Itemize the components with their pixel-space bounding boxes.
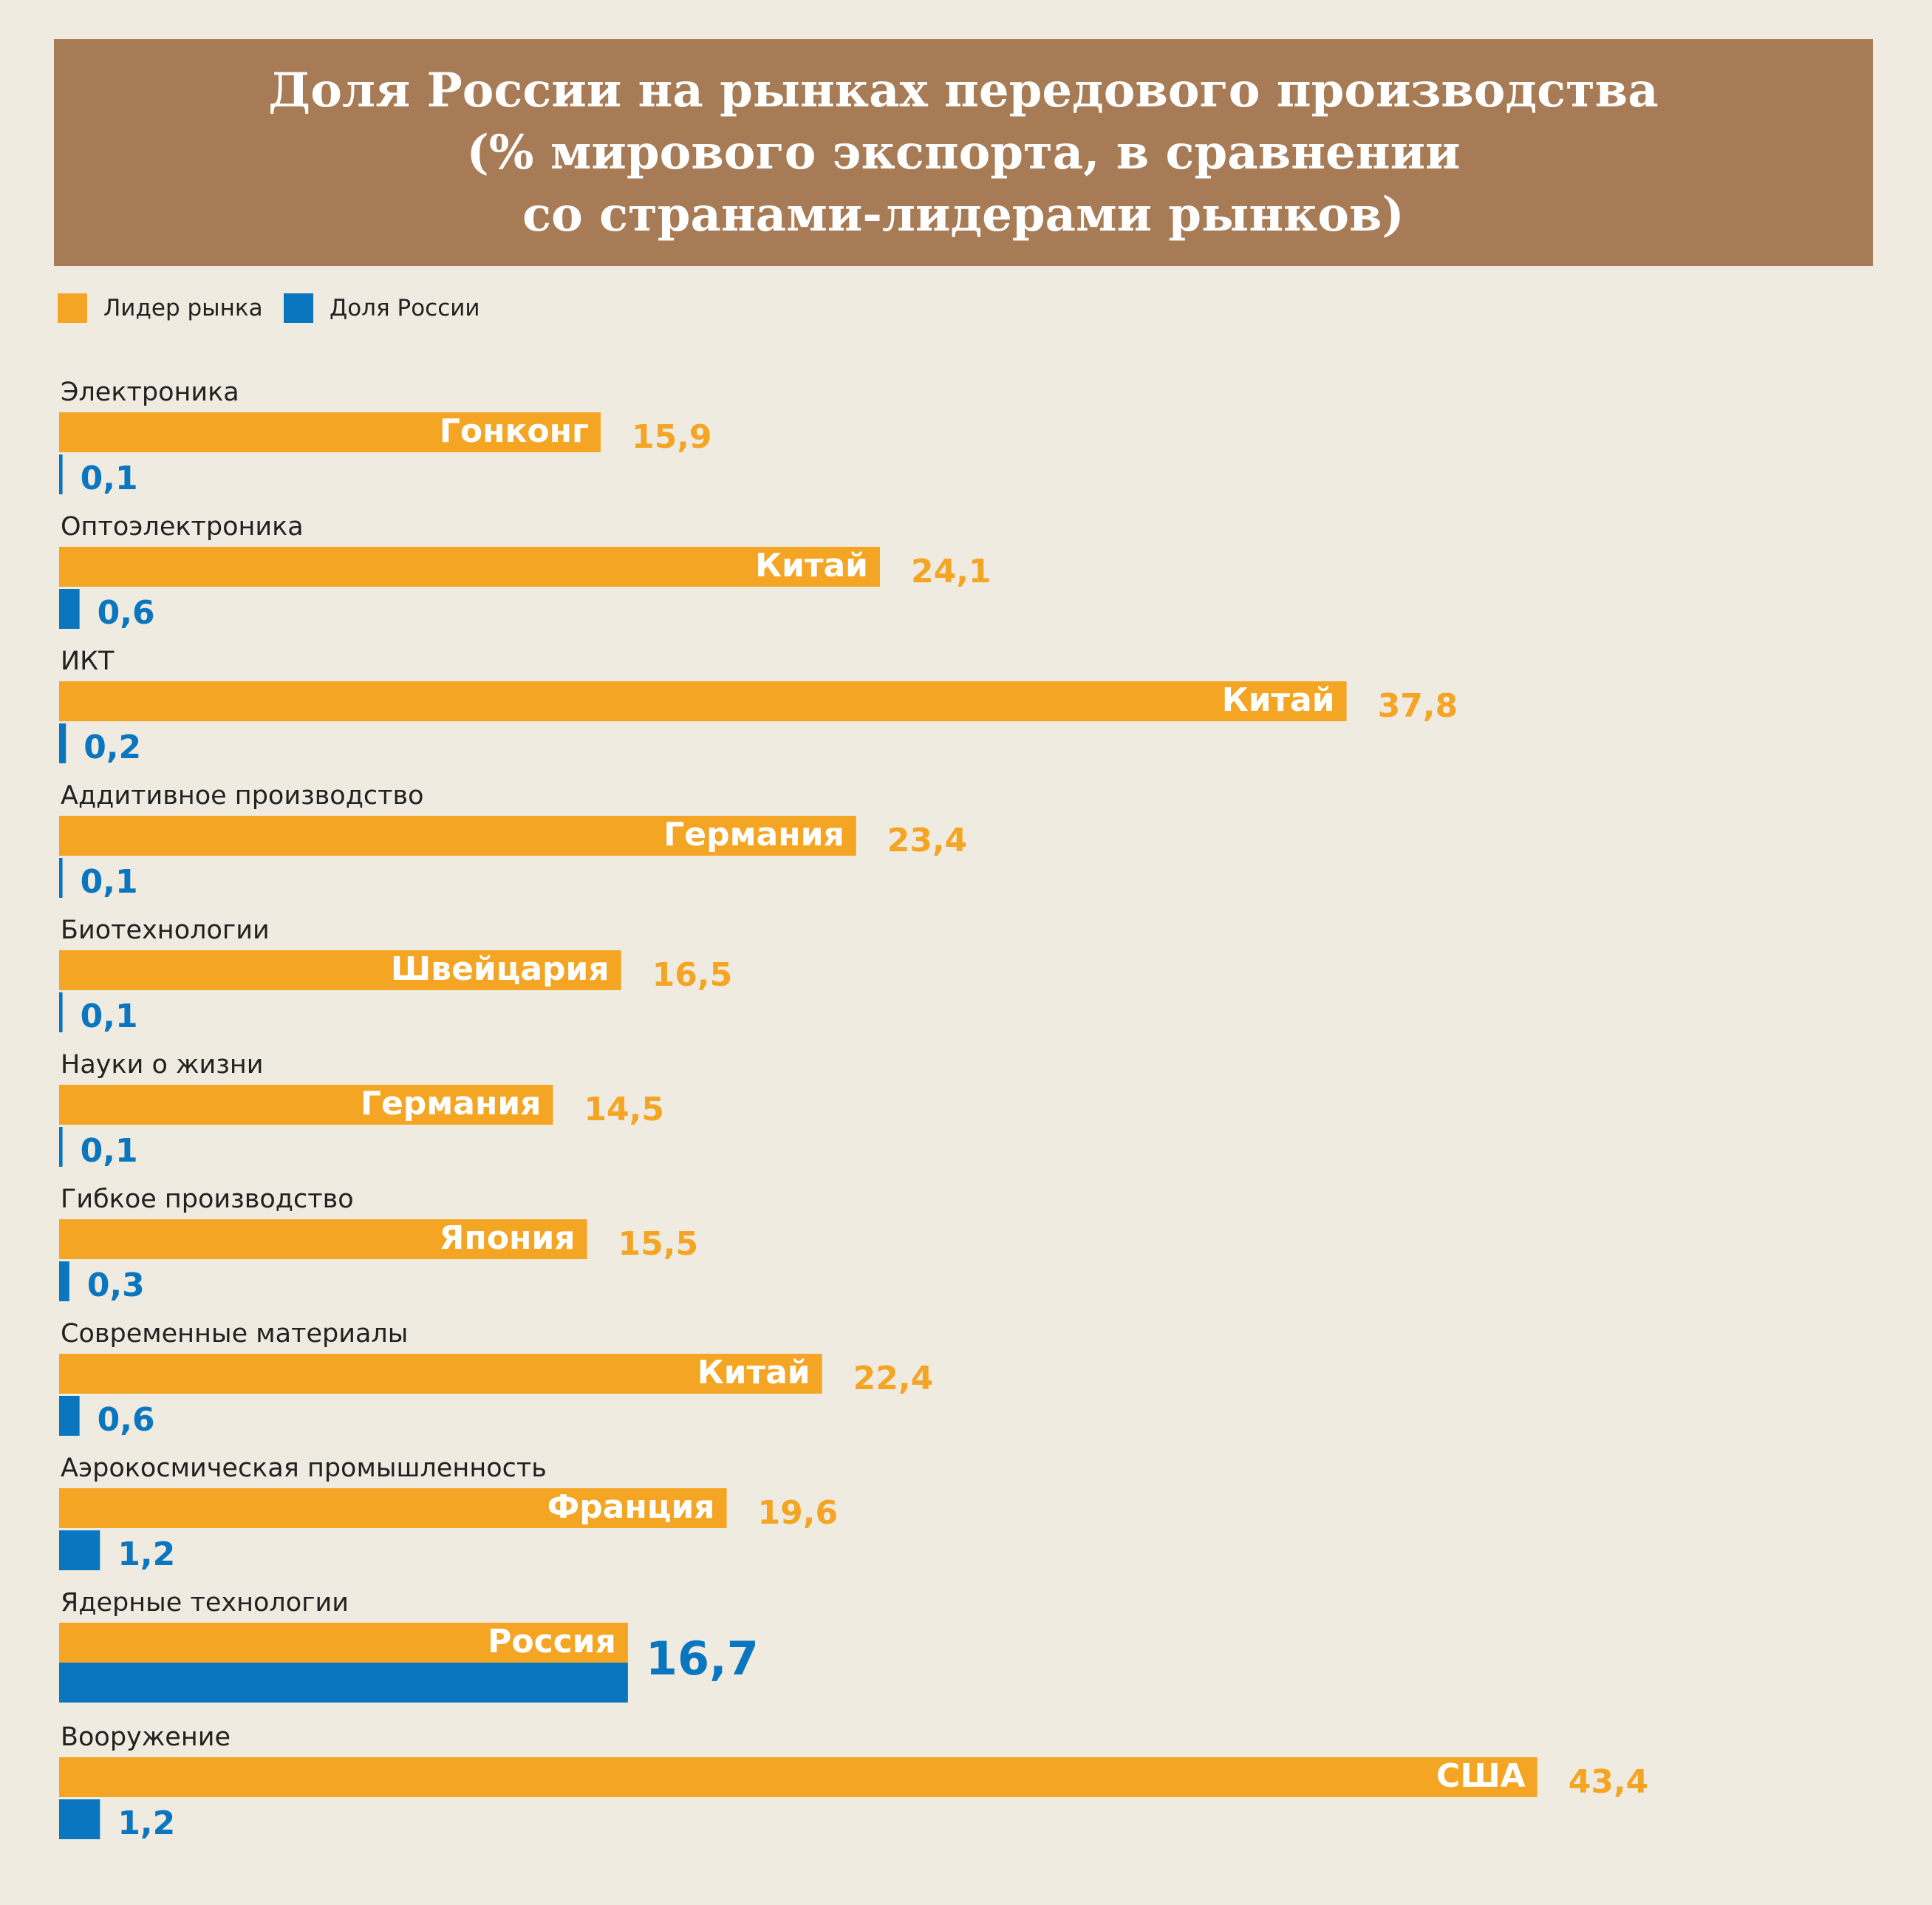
leader-country-label: Германия	[361, 1085, 542, 1122]
leader-bar	[59, 816, 856, 856]
leader-bar	[59, 547, 881, 587]
category-label: Аэрокосмическая промышленность	[61, 1454, 547, 1483]
leader-country-label: Китай	[1222, 681, 1335, 719]
russia-bar	[59, 1530, 100, 1570]
russia-bar	[59, 723, 66, 763]
leader-country-label: Китай	[697, 1354, 810, 1391]
russia-value-label: 0,6	[98, 594, 155, 632]
leader-country-label: Китай	[755, 547, 868, 585]
russia-value-label: 0,6	[98, 1401, 155, 1439]
leader-bar	[59, 1085, 553, 1125]
legend-label-russia: Доля России	[330, 295, 480, 321]
category-label: Электроника	[61, 378, 239, 407]
russia-value-label: 0,1	[81, 863, 138, 901]
category-label: Биотехнологии	[61, 916, 270, 945]
leader-bar	[59, 412, 601, 452]
russia-bar	[59, 1127, 63, 1167]
leader-value-label: 16,5	[652, 956, 733, 994]
leader-country-label: Франция	[547, 1488, 715, 1526]
category-label: Аддитивное производство	[61, 781, 424, 811]
category-label: Вооружение	[61, 1722, 231, 1752]
russia-value-label: 16,7	[646, 1632, 759, 1686]
russia-bar	[59, 1663, 628, 1703]
legend-swatch-russia	[284, 293, 313, 323]
leader-value-label: 24,1	[911, 553, 991, 590]
title-line-2: (% мирового экспорта, в сравнении	[466, 124, 1461, 180]
russia-bar	[59, 992, 63, 1032]
leader-bar	[59, 950, 621, 990]
leader-value-label: 15,5	[618, 1225, 699, 1263]
leader-bar	[59, 1488, 727, 1528]
leader-bar	[59, 1757, 1537, 1797]
leader-value-label: 22,4	[853, 1360, 934, 1397]
leader-bar	[59, 1219, 587, 1259]
leader-bar	[59, 1354, 822, 1394]
leader-country-label: Швейцария	[391, 950, 610, 988]
title-line-3: со странами-лидерами рынков)	[522, 186, 1404, 242]
leader-country-label: Гонконг	[440, 412, 589, 450]
leader-value-label: 23,4	[887, 822, 968, 859]
russia-value-label: 1,2	[117, 1536, 175, 1573]
leader-country-label: США	[1436, 1757, 1526, 1795]
leader-value-label: 37,8	[1378, 687, 1458, 725]
russia-bar	[59, 589, 80, 629]
russia-bar	[59, 1261, 69, 1301]
russia-value-label: 0,1	[81, 1132, 138, 1170]
russia-value-label: 0,1	[81, 998, 138, 1035]
russia-value-label: 1,2	[117, 1805, 175, 1842]
legend-label-leader: Лидер рынка	[103, 295, 263, 321]
russia-bar	[59, 1396, 80, 1436]
russia-bar	[59, 1799, 100, 1839]
category-label: Современные материалы	[61, 1319, 408, 1349]
russia-bar	[59, 858, 63, 898]
category-label: Оптоэлектроника	[61, 512, 304, 542]
leader-value-label: 19,6	[758, 1494, 839, 1532]
leader-value-label: 43,4	[1569, 1763, 1649, 1801]
leader-bar	[59, 681, 1347, 721]
category-label: Ядерные технологии	[61, 1588, 349, 1618]
russia-value-label: 0,2	[83, 729, 141, 766]
leader-country-label: Россия	[488, 1623, 616, 1660]
title-banner: Доля России на рынках передового произво…	[54, 39, 1873, 266]
legend-swatch-leader	[58, 293, 87, 323]
russia-value-label: 0,3	[87, 1267, 145, 1304]
leader-bar	[59, 1623, 628, 1663]
leader-country-label: Япония	[440, 1219, 576, 1257]
category-label: ИКТ	[61, 647, 115, 676]
russia-value-label: 0,1	[81, 460, 138, 497]
category-label: Гибкое производство	[61, 1185, 354, 1214]
legend-item-leader: Лидер рынка	[58, 292, 263, 324]
leader-country-label: Германия	[663, 816, 844, 853]
russia-bar	[59, 454, 63, 494]
leader-value-label: 15,9	[632, 418, 712, 456]
category-label: Науки о жизни	[61, 1050, 264, 1080]
title-line-1: Доля России на рынках передового произво…	[268, 62, 1659, 118]
leader-value-label: 14,5	[584, 1091, 664, 1128]
legend-item-russia: Доля России	[284, 292, 480, 324]
